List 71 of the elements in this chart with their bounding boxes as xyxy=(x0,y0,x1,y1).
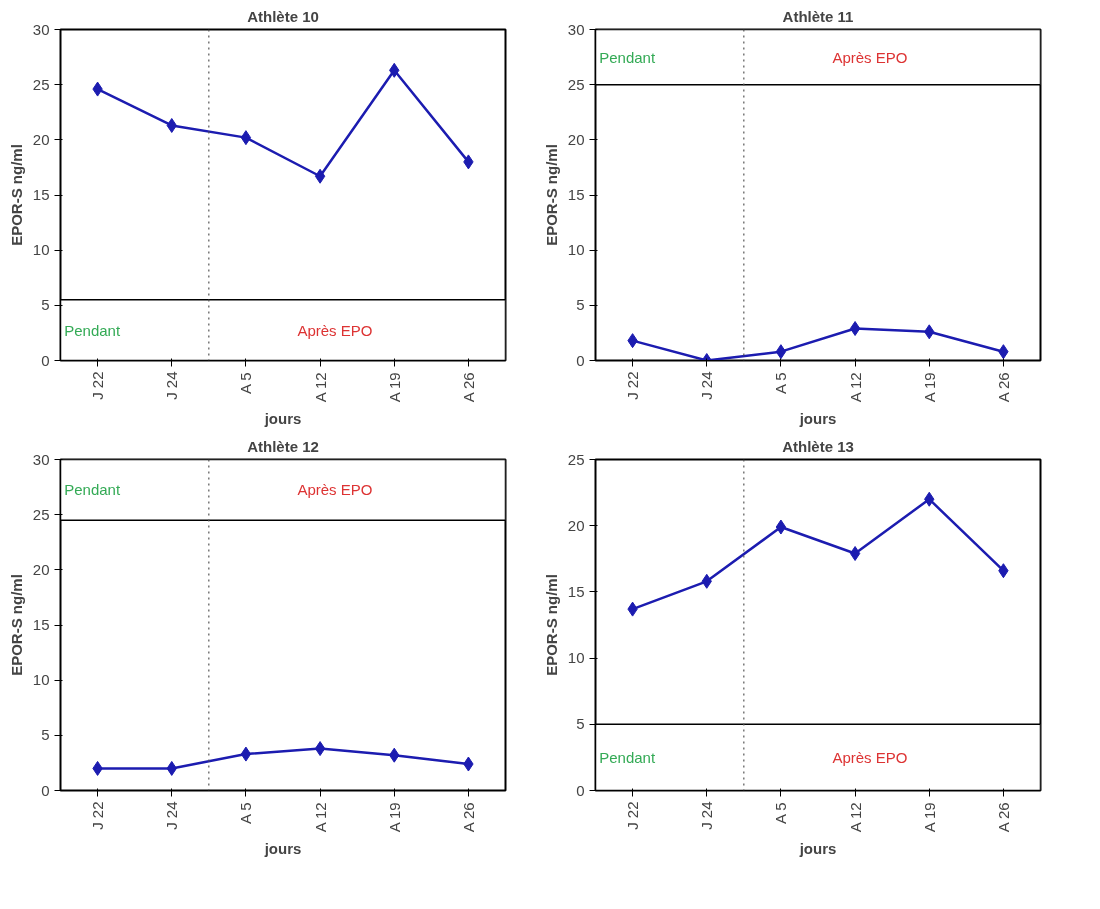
x-axis-title: jours xyxy=(798,410,837,428)
y-tick-label: 20 xyxy=(32,130,50,148)
y-tick-label: 25 xyxy=(32,505,50,523)
y-tick-label: 30 xyxy=(32,20,50,38)
x-tick-label: J 24 xyxy=(163,801,181,830)
y-tick-label: 15 xyxy=(32,616,50,633)
x-tick-label: A 5 xyxy=(772,372,790,395)
y-tick-label: 30 xyxy=(32,450,50,468)
annotation: Pendant xyxy=(599,48,656,66)
x-tick-label: A 5 xyxy=(237,802,255,825)
y-tick-label: 20 xyxy=(567,130,585,148)
x-tick-label: A 19 xyxy=(920,802,938,833)
annotation: Pendant xyxy=(599,748,656,766)
x-axis-title: jours xyxy=(263,410,302,428)
x-tick-label: J 22 xyxy=(624,801,642,830)
x-tick-label: A 12 xyxy=(311,802,329,833)
y-tick-label: 10 xyxy=(567,241,585,259)
annotation: Après EPO xyxy=(297,481,373,499)
x-tick-label: A 12 xyxy=(311,372,329,403)
x-tick-label: A 12 xyxy=(846,372,864,403)
y-tick-label: 15 xyxy=(567,186,585,203)
y-tick-label: 0 xyxy=(41,781,50,799)
y-tick-label: 5 xyxy=(41,296,50,314)
x-tick-label: J 22 xyxy=(624,371,642,400)
x-tick-label: A 26 xyxy=(994,372,1012,403)
x-tick-label: A 12 xyxy=(846,802,864,833)
annotation: Pendant xyxy=(64,481,121,499)
chart-title: Athlète 12 xyxy=(247,437,319,455)
x-tick-label: A 5 xyxy=(237,372,255,395)
annotation: Pendant xyxy=(64,321,121,339)
x-tick-label: A 26 xyxy=(994,802,1012,833)
y-tick-label: 25 xyxy=(567,75,585,93)
chart-title: Athlète 10 xyxy=(247,7,319,25)
y-axis-title: EPOR-S ng/ml xyxy=(7,574,25,676)
y-tick-label: 25 xyxy=(567,450,585,468)
y-tick-label: 0 xyxy=(576,781,585,799)
x-tick-label: J 22 xyxy=(89,371,107,400)
y-axis-title: EPOR-S ng/ml xyxy=(542,144,560,246)
x-tick-label: A 19 xyxy=(385,802,403,833)
y-tick-label: 20 xyxy=(32,560,50,578)
x-tick-label: A 19 xyxy=(920,372,938,403)
y-tick-label: 25 xyxy=(32,75,50,93)
y-tick-label: 0 xyxy=(576,351,585,369)
x-axis-title: jours xyxy=(263,840,302,858)
y-tick-label: 20 xyxy=(567,516,585,534)
y-tick-label: 5 xyxy=(576,715,585,733)
y-tick-label: 30 xyxy=(567,20,585,38)
y-tick-label: 0 xyxy=(41,351,50,369)
annotation: Après EPO xyxy=(832,48,908,66)
y-tick-label: 10 xyxy=(567,649,585,667)
y-tick-label: 10 xyxy=(32,671,50,689)
x-tick-label: J 24 xyxy=(698,371,716,400)
y-axis-title: EPOR-S ng/ml xyxy=(7,144,25,246)
x-axis-title: jours xyxy=(798,840,837,858)
x-tick-label: J 24 xyxy=(698,801,716,830)
x-tick-label: A 5 xyxy=(772,802,790,825)
x-tick-label: J 22 xyxy=(89,801,107,830)
chart-title: Athlète 13 xyxy=(782,437,854,455)
chart-title: Athlète 11 xyxy=(782,7,854,25)
x-tick-label: A 26 xyxy=(459,802,477,833)
y-tick-label: 15 xyxy=(32,186,50,203)
x-tick-label: A 19 xyxy=(385,372,403,403)
y-tick-label: 10 xyxy=(32,241,50,259)
y-tick-label: 15 xyxy=(567,582,585,600)
y-axis-title: EPOR-S ng/ml xyxy=(542,574,560,676)
annotation: Après EPO xyxy=(832,748,908,766)
y-tick-label: 5 xyxy=(41,726,50,744)
annotation: Après EPO xyxy=(297,321,373,339)
y-tick-label: 5 xyxy=(576,296,585,314)
x-tick-label: A 26 xyxy=(459,372,477,403)
x-tick-label: J 24 xyxy=(163,371,181,400)
